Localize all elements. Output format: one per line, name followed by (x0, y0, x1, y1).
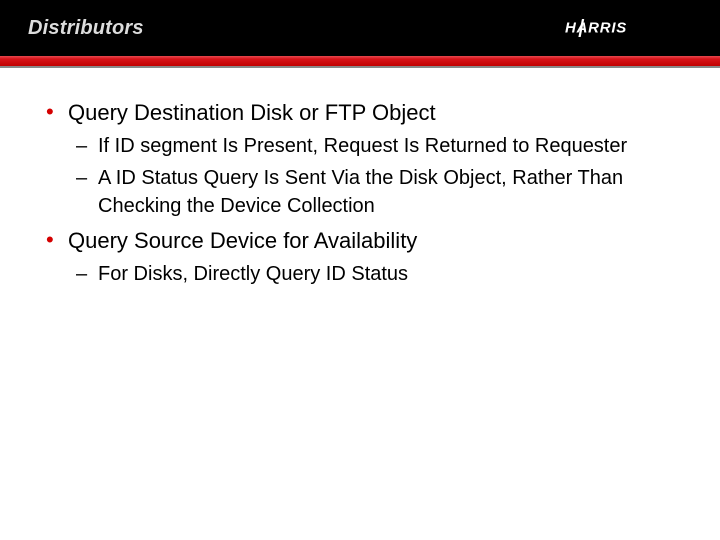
list-item-text: For Disks, Directly Query ID Status (98, 263, 408, 285)
list-item-text: Query Source Device for Availability (68, 228, 417, 253)
list-item: If ID segment Is Present, Request Is Ret… (76, 132, 676, 160)
list-item: A ID Status Query Is Sent Via the Disk O… (76, 164, 676, 220)
list-item: For Disks, Directly Query ID Status (76, 260, 676, 288)
slide-title: Distributors (28, 17, 144, 40)
sub-bullet-list: If ID segment Is Present, Request Is Ret… (76, 132, 676, 220)
slide-body: Query Destination Disk or FTP Object If … (44, 98, 676, 294)
sub-bullet-list: For Disks, Directly Query ID Status (76, 260, 676, 288)
bullet-list: Query Destination Disk or FTP Object If … (44, 98, 676, 288)
slide-header: Distributors HARRIS (0, 0, 720, 56)
svg-text:HARRIS: HARRIS (565, 20, 627, 37)
harris-logo: HARRIS (565, 19, 693, 37)
list-item: Query Source Device for Availability For… (44, 226, 676, 288)
list-item: Query Destination Disk or FTP Object If … (44, 98, 676, 220)
accent-stripe (0, 56, 720, 68)
slide: Distributors HARRIS Query Destination Di… (0, 0, 720, 540)
list-item-text: A ID Status Query Is Sent Via the Disk O… (98, 167, 623, 217)
list-item-text: If ID segment Is Present, Request Is Ret… (98, 135, 627, 157)
list-item-text: Query Destination Disk or FTP Object (68, 100, 436, 125)
